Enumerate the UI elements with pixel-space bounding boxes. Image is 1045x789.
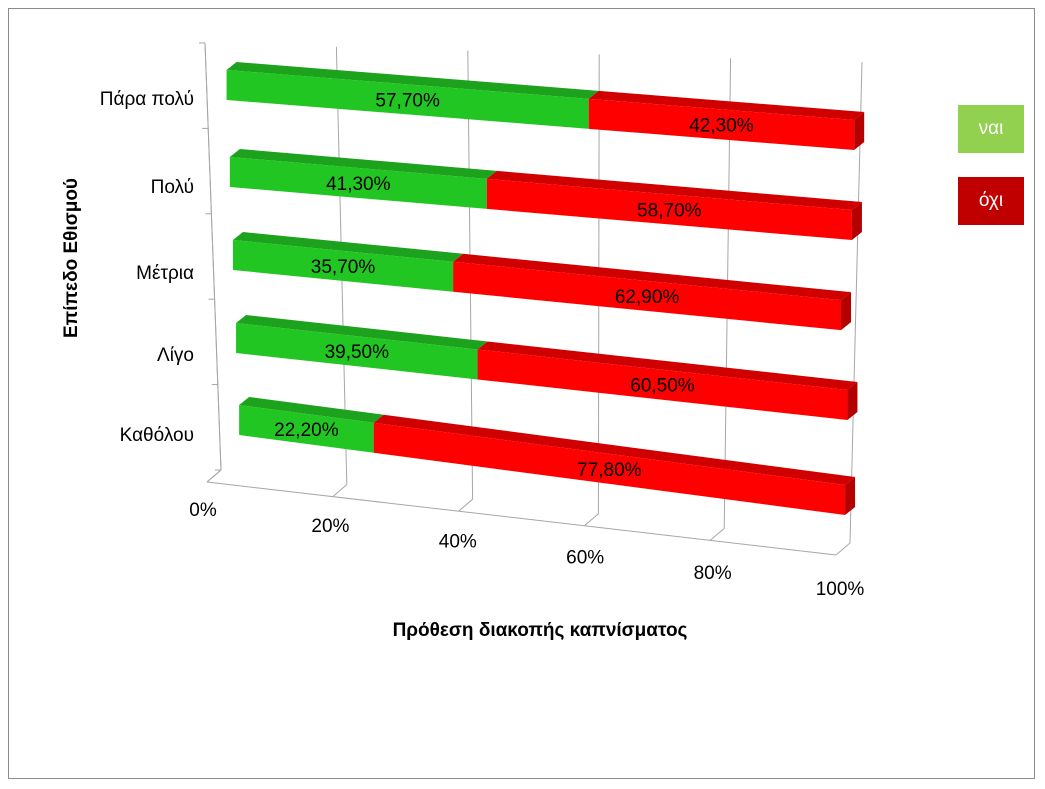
bar-top-face xyxy=(486,170,862,210)
floor-gridline xyxy=(709,528,725,541)
bar-side-face xyxy=(841,292,852,331)
bar-top-face xyxy=(477,341,858,390)
bar-segment xyxy=(588,98,855,150)
x-axis-title: Πρόθεση διακοπής καπνίσματος xyxy=(392,620,688,641)
y-tick-label: Μέτρια xyxy=(136,263,194,284)
bar-segment xyxy=(373,422,846,515)
bar-top-face xyxy=(226,62,599,99)
data-label: 22,20% xyxy=(274,420,339,441)
floor-gridline xyxy=(835,542,851,556)
data-label: 39,50% xyxy=(325,342,390,363)
y-tick-label: Πάρα πολύ xyxy=(100,89,194,110)
bar-top-face xyxy=(453,253,852,301)
bar-top-face xyxy=(229,149,497,179)
bar-top-face xyxy=(236,315,488,350)
bar-segment xyxy=(453,261,842,331)
axis-corner xyxy=(206,469,222,483)
data-label: 58,70% xyxy=(637,200,702,221)
bar-segment xyxy=(232,240,454,292)
legend-item-yes: ναι xyxy=(958,105,1024,153)
data-label: 35,70% xyxy=(311,257,376,278)
bar-top-face xyxy=(239,397,384,423)
x-tick-label: 20% xyxy=(311,516,349,537)
y-axis-title: Επίπεδο Εθισμού xyxy=(61,178,82,338)
data-label: 77,80% xyxy=(577,460,642,481)
x-tick-label: 100% xyxy=(816,579,865,600)
x-tick-label: 0% xyxy=(189,500,217,521)
bar-segment xyxy=(239,405,374,453)
legend-item-no: όχι xyxy=(958,177,1024,225)
bars xyxy=(226,62,865,515)
x-axis-line xyxy=(206,481,837,556)
bar-top-face xyxy=(373,414,856,485)
bar-side-face xyxy=(854,112,865,150)
y-tick-label: Πολύ xyxy=(151,177,194,198)
x-tick-label: 60% xyxy=(566,547,604,568)
y-tick-label: Λίγο xyxy=(157,345,194,366)
bar-top-face xyxy=(232,232,464,262)
floor-gridline xyxy=(584,513,599,527)
bar-segment xyxy=(477,349,848,420)
bar-side-face xyxy=(845,477,856,515)
x-tick-label: 40% xyxy=(439,532,477,553)
bar-segment xyxy=(236,323,478,380)
data-label: 62,90% xyxy=(615,287,680,308)
x-tick-label: 80% xyxy=(694,563,732,584)
data-label: 57,70% xyxy=(375,90,440,111)
y-tick-label: Καθόλου xyxy=(120,425,194,446)
bar-side-face xyxy=(847,382,858,420)
axis-ticks: 0% 20% 40% 60% 80% 100% Καθόλου Λίγο Μέτρια Πολύ Π… xyxy=(100,89,865,600)
data-label: 41,30% xyxy=(326,174,391,195)
bar-segment xyxy=(226,70,589,129)
data-label: 42,30% xyxy=(689,115,754,136)
bar-top-face xyxy=(588,90,865,120)
bar-segment xyxy=(229,157,487,209)
bar-side-face xyxy=(851,202,862,240)
y-axis-line xyxy=(204,42,222,471)
data-label: 60,50% xyxy=(630,376,695,397)
floor-gridline xyxy=(332,484,348,497)
bar-segment xyxy=(486,178,852,240)
data-labels: 57,70% 42,30% 41,30% 58,70% 35,70% 62,90% 39,5… xyxy=(274,90,754,480)
floor-gridline xyxy=(458,498,473,512)
